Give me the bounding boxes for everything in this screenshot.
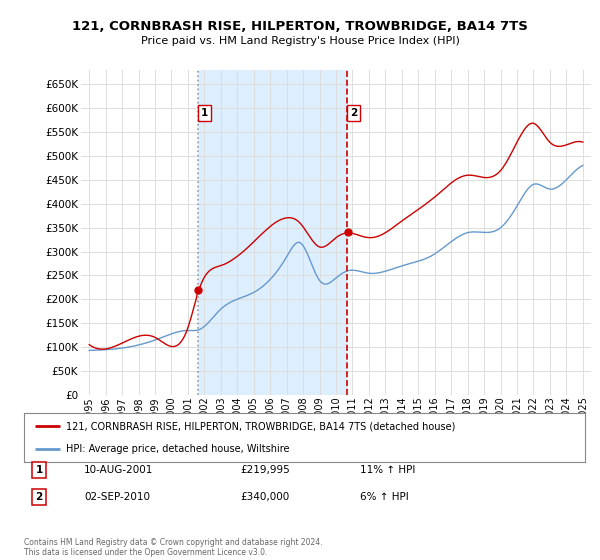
Text: 121, CORNBRASH RISE, HILPERTON, TROWBRIDGE, BA14 7TS: 121, CORNBRASH RISE, HILPERTON, TROWBRID… — [72, 20, 528, 32]
Text: 121, CORNBRASH RISE, HILPERTON, TROWBRIDGE, BA14 7TS (detached house): 121, CORNBRASH RISE, HILPERTON, TROWBRID… — [66, 421, 455, 431]
Text: 10-AUG-2001: 10-AUG-2001 — [84, 465, 154, 475]
Text: 1: 1 — [201, 108, 208, 118]
Text: Contains HM Land Registry data © Crown copyright and database right 2024.
This d: Contains HM Land Registry data © Crown c… — [24, 538, 323, 557]
Bar — [198, 70, 347, 395]
Text: 2: 2 — [35, 492, 43, 502]
Text: HPI: Average price, detached house, Wiltshire: HPI: Average price, detached house, Wilt… — [66, 444, 290, 454]
Text: £219,995: £219,995 — [240, 465, 290, 475]
Text: 02-SEP-2010: 02-SEP-2010 — [84, 492, 150, 502]
Text: Price paid vs. HM Land Registry's House Price Index (HPI): Price paid vs. HM Land Registry's House … — [140, 36, 460, 46]
Text: 2: 2 — [350, 108, 357, 118]
Text: £340,000: £340,000 — [240, 492, 289, 502]
Text: 11% ↑ HPI: 11% ↑ HPI — [360, 465, 415, 475]
Text: 1: 1 — [35, 465, 43, 475]
Text: 6% ↑ HPI: 6% ↑ HPI — [360, 492, 409, 502]
